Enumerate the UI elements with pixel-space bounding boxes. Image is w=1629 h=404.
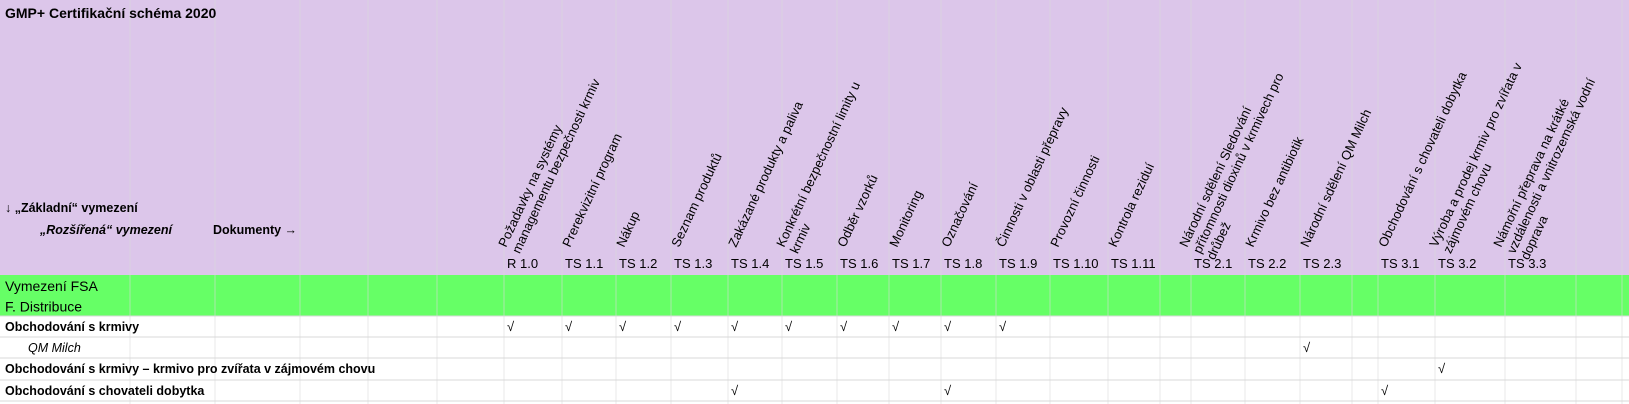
row-label: QM Milch [28, 341, 81, 355]
check-mark: √ [840, 319, 848, 334]
section-label: Vymezení FSA [5, 278, 99, 294]
column-code: TS 1.3 [674, 256, 712, 271]
header-band [0, 0, 1629, 275]
check-mark: √ [731, 319, 739, 334]
check-mark: √ [1438, 361, 1446, 376]
extended-label: „Rozšířená“ vymezení [39, 223, 174, 237]
check-mark: √ [565, 319, 573, 334]
column-code: TS 3.1 [1381, 256, 1419, 271]
basic-label: ↓ „Základní“ vymezení [5, 201, 138, 215]
column-code: TS 2.2 [1248, 256, 1286, 271]
check-mark: √ [731, 383, 739, 398]
check-mark: √ [674, 319, 682, 334]
column-code: TS 2.1 [1194, 256, 1232, 271]
row-label: Obchodování s chovateli dobytka [5, 384, 205, 398]
column-code: TS 1.9 [999, 256, 1037, 271]
check-mark: √ [944, 383, 952, 398]
check-mark: √ [892, 319, 900, 334]
check-mark: √ [1303, 340, 1311, 355]
column-code: TS 1.10 [1053, 256, 1099, 271]
column-code: TS 2.3 [1303, 256, 1341, 271]
column-code: TS 1.11 [1111, 256, 1156, 271]
check-mark: √ [619, 319, 627, 334]
title: GMP+ Certifikační schéma 2020 [5, 5, 216, 21]
column-code: TS 3.2 [1438, 256, 1476, 271]
column-code: TS 1.1 [565, 256, 603, 271]
check-mark: √ [944, 319, 952, 334]
column-code: TS 1.8 [944, 256, 982, 271]
column-code: TS 1.2 [619, 256, 657, 271]
column-code: TS 1.4 [731, 256, 769, 271]
column-code: TS 1.5 [785, 256, 823, 271]
section-band [0, 275, 1629, 316]
check-mark: √ [1381, 383, 1389, 398]
column-code: TS 1.6 [840, 256, 878, 271]
check-mark: √ [785, 319, 793, 334]
check-mark: √ [999, 319, 1007, 334]
row-label: Obchodování s krmivy [5, 320, 139, 334]
documents-label: Dokumenty → [213, 223, 297, 237]
section-label: F. Distribuce [5, 299, 82, 315]
column-code: TS 1.7 [892, 256, 930, 271]
check-mark: √ [507, 319, 515, 334]
row-label: Obchodování s krmivy – krmivo pro zvířat… [5, 362, 375, 376]
column-code: R 1.0 [507, 256, 538, 271]
column-code: TS 3.3 [1508, 256, 1546, 271]
